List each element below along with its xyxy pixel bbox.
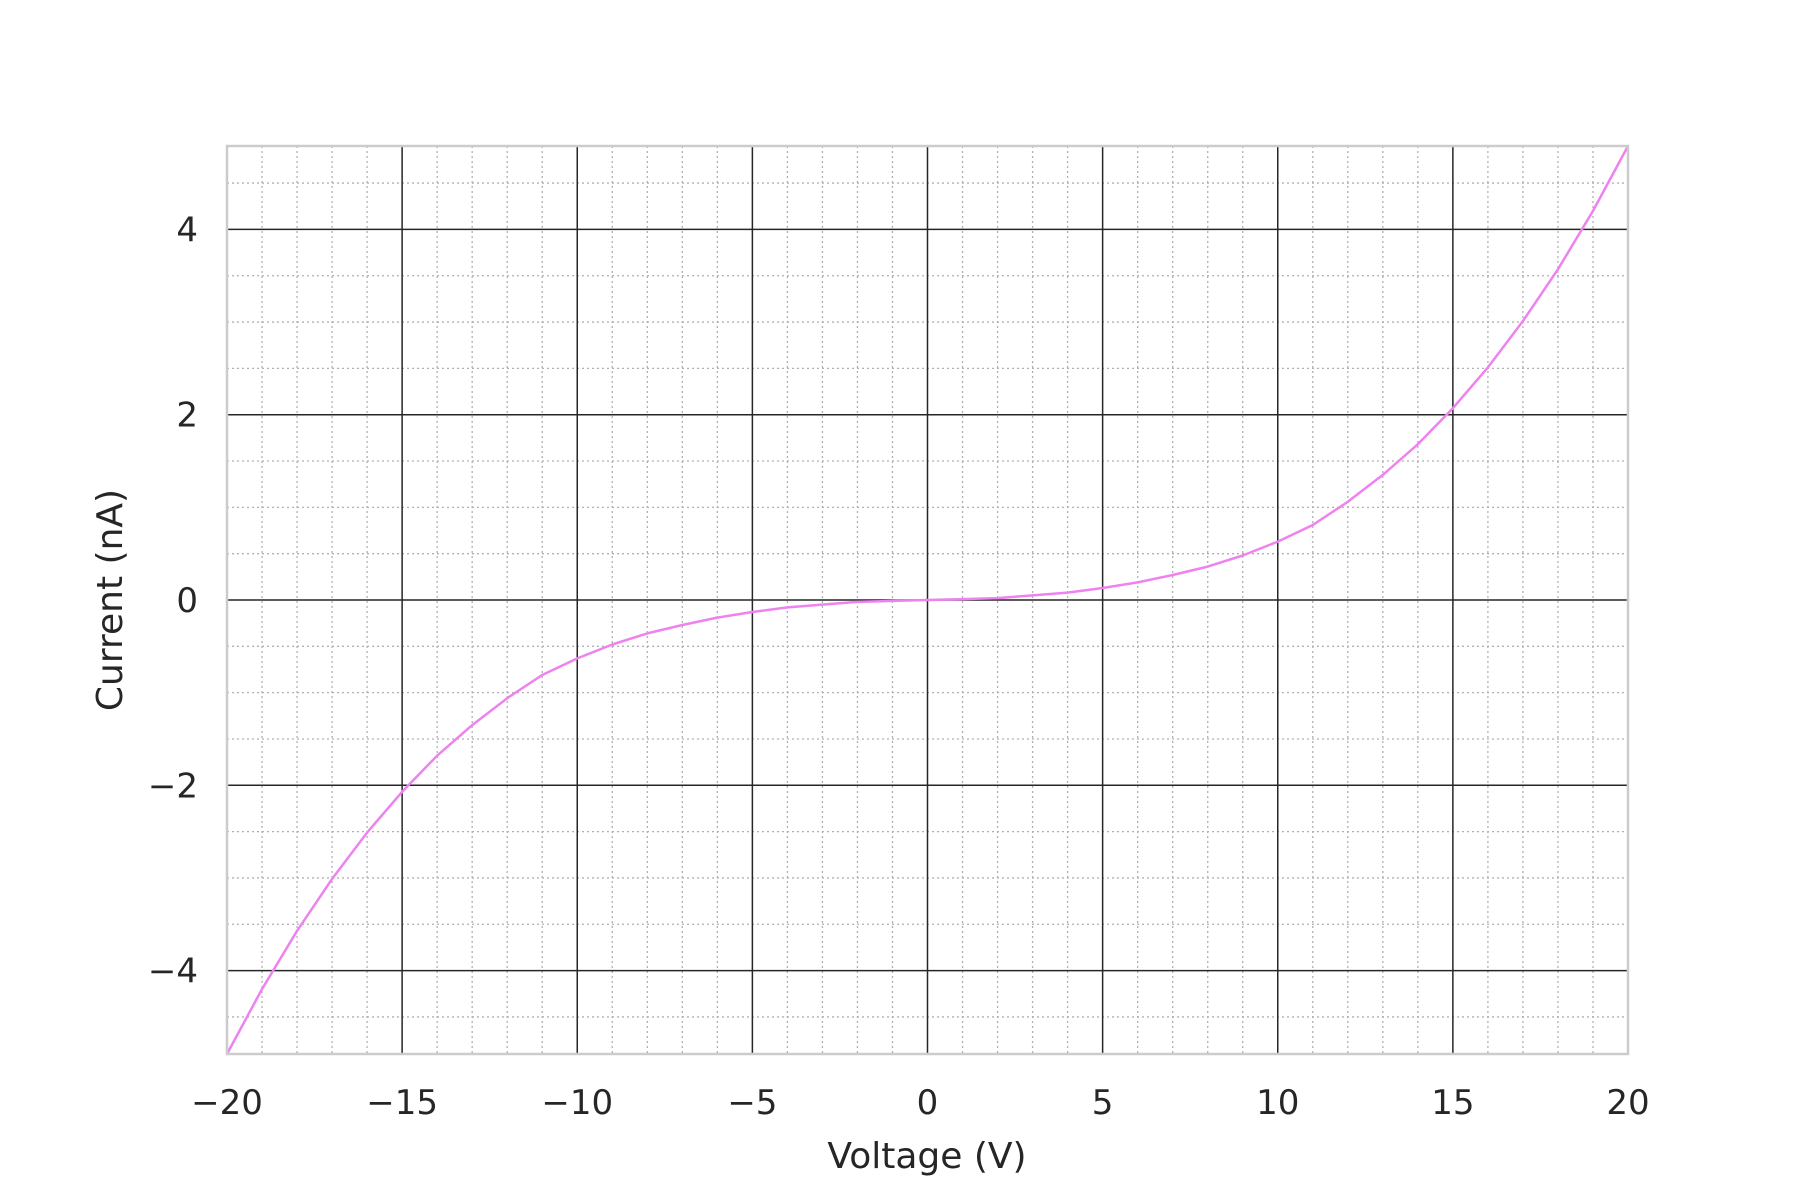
x-tick-label: −10: [541, 1083, 613, 1123]
y-axis-label: Current (nA): [90, 489, 131, 711]
x-tick-labels: −20 −15 −10 −5 0 5 10 15 20: [191, 1083, 1650, 1123]
x-tick-label: −20: [191, 1083, 263, 1123]
y-tick-labels: −4 −2 0 2 4: [148, 210, 198, 991]
x-tick-label: 10: [1256, 1083, 1299, 1123]
x-tick-label: 0: [917, 1083, 939, 1123]
x-tick-label: 20: [1606, 1083, 1649, 1123]
y-tick-label: −2: [148, 766, 198, 806]
y-tick-label: −4: [148, 952, 198, 992]
series-line: [225, 145, 1630, 1055]
x-tick-label: −5: [727, 1083, 777, 1123]
x-tick-label: 5: [1092, 1083, 1114, 1123]
x-tick-label: −15: [366, 1083, 438, 1123]
y-tick-label: 2: [176, 396, 198, 436]
x-axis-label: Voltage (V): [827, 1136, 1026, 1177]
series-layer: [225, 145, 1630, 1055]
x-tick-label: 15: [1431, 1083, 1474, 1123]
y-tick-label: 4: [176, 210, 198, 250]
plot-frame: [225, 144, 1630, 1056]
y-tick-label: 0: [176, 581, 198, 621]
